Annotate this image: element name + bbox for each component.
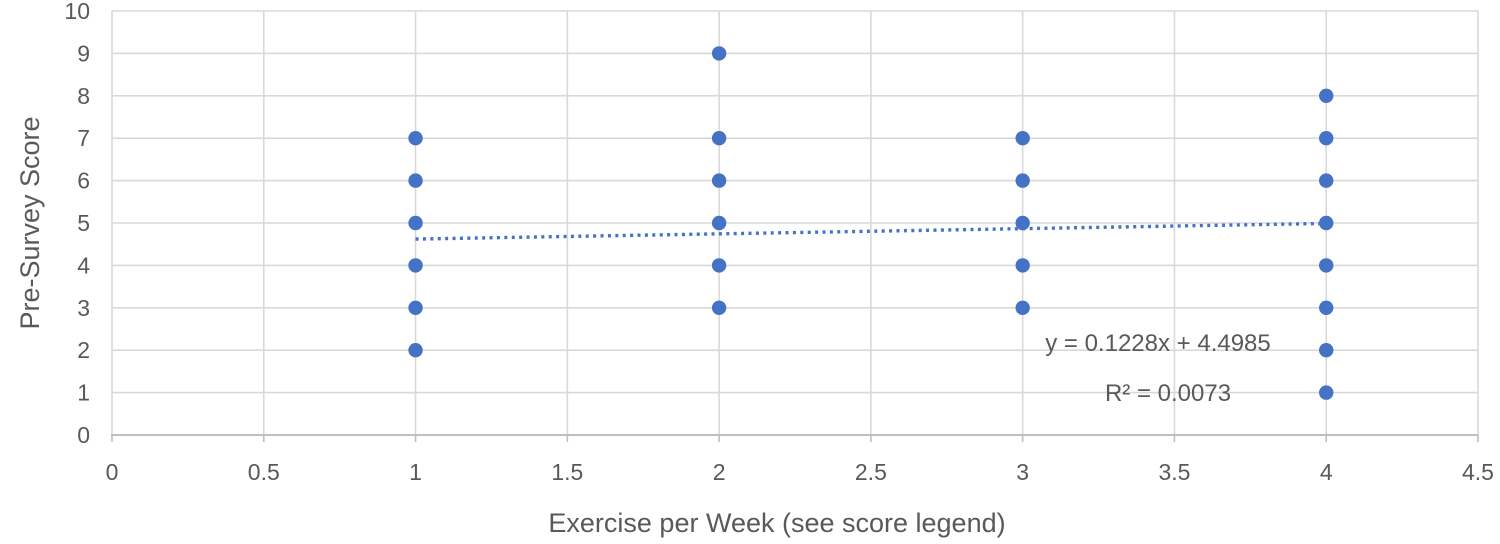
data-points (408, 46, 1334, 400)
data-point (711, 173, 727, 188)
y-tick-label: 6 (77, 168, 90, 194)
data-point (711, 46, 727, 61)
data-point (1319, 173, 1334, 188)
data-point (408, 343, 423, 358)
data-point (1319, 300, 1334, 315)
data-point (1015, 215, 1030, 231)
y-tick-label: 10 (64, 0, 90, 24)
data-point (1319, 131, 1334, 146)
y-tick-label: 9 (77, 40, 90, 66)
x-axis-title: Exercise per Week (see score legend) (548, 508, 1005, 538)
data-point (711, 215, 727, 231)
y-tick-label: 7 (77, 125, 90, 151)
x-tick-label: 3.5 (1158, 459, 1190, 485)
y-tick-label: 1 (77, 380, 90, 406)
data-point (1319, 258, 1334, 273)
x-tick-label: 0 (106, 459, 119, 485)
data-point (408, 258, 423, 273)
y-tick-label: 0 (77, 422, 90, 448)
y-axis-title: Pre-Survey Score (15, 116, 45, 329)
data-point (408, 215, 423, 231)
y-tick-label: 2 (77, 337, 90, 363)
x-tick-label: 4.5 (1462, 459, 1494, 485)
data-point (1015, 131, 1030, 146)
data-point (711, 258, 727, 273)
data-point (1015, 258, 1030, 273)
gridlines (111, 10, 1479, 436)
x-tick-label: 4 (1320, 459, 1333, 485)
axis-lines (111, 434, 1479, 442)
data-point (1319, 215, 1334, 231)
data-point (1319, 343, 1334, 358)
y-tick-label: 4 (77, 252, 90, 278)
x-tick-label: 1 (409, 459, 422, 485)
x-tick-label: 0.5 (248, 459, 280, 485)
data-point (408, 131, 423, 146)
x-tick-label: 2 (713, 459, 726, 485)
data-point (1015, 300, 1030, 315)
y-tick-label: 5 (77, 210, 90, 236)
data-point (711, 300, 727, 315)
y-tick-label: 3 (77, 295, 90, 321)
y-tick-label: 8 (77, 83, 90, 109)
data-point (1015, 173, 1030, 188)
data-point (408, 300, 423, 315)
trendline-r-squared-label: R² = 0.0073 (1105, 380, 1231, 407)
data-point (711, 131, 727, 146)
tick-labels: 0 1 2 3 4 5 6 7 8 9 10 0 0.5 1 1.5 2 2.5 3 3.5 4 4.5 (64, 0, 1494, 485)
x-tick-label: 2.5 (855, 459, 887, 485)
x-tick-label: 3 (1016, 459, 1029, 485)
trendline-equation-label: y = 0.1228x + 4.4985 (1045, 330, 1271, 357)
data-point (408, 173, 423, 188)
data-point (1319, 385, 1334, 400)
data-point (1319, 88, 1334, 104)
x-tick-label: 1.5 (551, 459, 583, 485)
